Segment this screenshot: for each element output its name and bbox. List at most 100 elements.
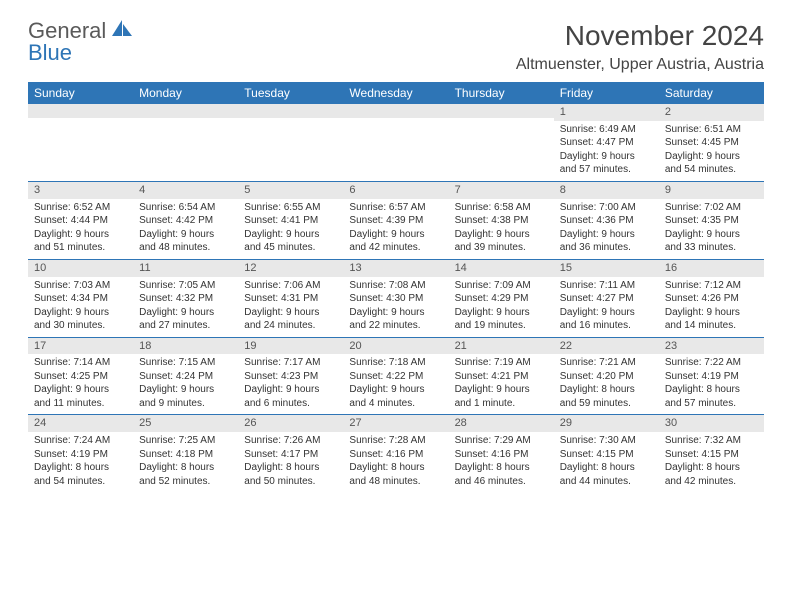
day-info-line: Sunrise: 7:17 AM: [244, 356, 337, 370]
day-number: 22: [554, 338, 659, 355]
day-number: 5: [238, 182, 343, 199]
day-info-line: Daylight: 9 hours: [349, 228, 442, 242]
day-info-line: Sunset: 4:41 PM: [244, 214, 337, 228]
day-info-line: Sunrise: 7:24 AM: [34, 434, 127, 448]
day-number: [449, 104, 554, 118]
day-number: [133, 104, 238, 118]
day-number: 21: [449, 338, 554, 355]
day-info-line: Daylight: 8 hours: [665, 461, 758, 475]
day-info-line: Sunrise: 7:14 AM: [34, 356, 127, 370]
day-info-line: Sunset: 4:16 PM: [349, 448, 442, 462]
day-number: 3: [28, 182, 133, 199]
day-info-line: Sunrise: 7:12 AM: [665, 279, 758, 293]
day-info-line: Daylight: 9 hours: [455, 306, 548, 320]
day-info-line: Sunrise: 7:22 AM: [665, 356, 758, 370]
day-info-line: and 52 minutes.: [139, 475, 232, 489]
day-info-line: Sunrise: 7:19 AM: [455, 356, 548, 370]
day-info-line: Sunrise: 7:11 AM: [560, 279, 653, 293]
logo-text: General Blue: [28, 20, 132, 64]
day-number: 13: [343, 260, 448, 277]
day-info-line: Daylight: 9 hours: [139, 228, 232, 242]
calendar-day-cell: 11Sunrise: 7:05 AMSunset: 4:32 PMDayligh…: [133, 259, 238, 337]
day-number: 18: [133, 338, 238, 355]
calendar-day-cell: 1Sunrise: 6:49 AMSunset: 4:47 PMDaylight…: [554, 104, 659, 181]
calendar-week-row: 3Sunrise: 6:52 AMSunset: 4:44 PMDaylight…: [28, 181, 764, 259]
day-info-line: Daylight: 9 hours: [665, 228, 758, 242]
day-number: 30: [659, 415, 764, 432]
day-info-line: and 22 minutes.: [349, 319, 442, 333]
day-info-line: Sunset: 4:24 PM: [139, 370, 232, 384]
day-number: 2: [659, 104, 764, 121]
calendar-day-cell: 22Sunrise: 7:21 AMSunset: 4:20 PMDayligh…: [554, 337, 659, 415]
calendar-day-cell: 20Sunrise: 7:18 AMSunset: 4:22 PMDayligh…: [343, 337, 448, 415]
day-info-line: Daylight: 8 hours: [560, 383, 653, 397]
day-info-line: Daylight: 9 hours: [349, 306, 442, 320]
day-number: [343, 104, 448, 118]
day-info-line: Sunrise: 6:55 AM: [244, 201, 337, 215]
day-info-line: Sunset: 4:32 PM: [139, 292, 232, 306]
weekday-header: Thursday: [449, 82, 554, 104]
day-info-line: Daylight: 8 hours: [34, 461, 127, 475]
logo-bottom: Blue: [28, 40, 72, 65]
day-number: 14: [449, 260, 554, 277]
day-info-line: Daylight: 9 hours: [349, 383, 442, 397]
calendar-day-cell: 4Sunrise: 6:54 AMSunset: 4:42 PMDaylight…: [133, 181, 238, 259]
day-number: [238, 104, 343, 118]
day-number: 25: [133, 415, 238, 432]
day-number: 19: [238, 338, 343, 355]
day-info-line: and 9 minutes.: [139, 397, 232, 411]
day-info-line: and 48 minutes.: [139, 241, 232, 255]
calendar-day-cell: 14Sunrise: 7:09 AMSunset: 4:29 PMDayligh…: [449, 259, 554, 337]
day-number: 11: [133, 260, 238, 277]
day-info-line: and 27 minutes.: [139, 319, 232, 333]
calendar-day-cell: 24 Sunrise: 7:24 AMSunset: 4:19 PMDayligh…: [28, 415, 133, 492]
day-info-line: Daylight: 9 hours: [560, 306, 653, 320]
calendar-day-cell: 19Sunrise: 7:17 AMSunset: 4:23 PMDayligh…: [238, 337, 343, 415]
sail-icon: [112, 20, 132, 42]
title-block: November 2024 Altmuenster, Upper Austria…: [516, 20, 764, 74]
day-info-line: Sunrise: 7:06 AM: [244, 279, 337, 293]
day-info-line: Sunrise: 6:49 AM: [560, 123, 653, 137]
day-info-line: Sunset: 4:35 PM: [665, 214, 758, 228]
day-info-line: Sunset: 4:44 PM: [34, 214, 127, 228]
logo: General Blue: [28, 20, 132, 64]
day-info-line: Sunset: 4:19 PM: [34, 448, 127, 462]
calendar-day-cell: [343, 104, 448, 181]
page-title: November 2024: [516, 20, 764, 52]
day-info-line: Sunset: 4:47 PM: [560, 136, 653, 150]
day-info-line: and 33 minutes.: [665, 241, 758, 255]
day-info-line: Daylight: 9 hours: [455, 383, 548, 397]
calendar-day-cell: 28Sunrise: 7:29 AMSunset: 4:16 PMDayligh…: [449, 415, 554, 492]
day-info-line: Sunset: 4:39 PM: [349, 214, 442, 228]
day-info-line: Daylight: 9 hours: [244, 383, 337, 397]
calendar-day-cell: 8Sunrise: 7:00 AMSunset: 4:36 PMDaylight…: [554, 181, 659, 259]
day-info-line: Sunset: 4:26 PM: [665, 292, 758, 306]
day-info-line: Sunrise: 6:57 AM: [349, 201, 442, 215]
day-info-line: Sunset: 4:22 PM: [349, 370, 442, 384]
day-number: 26: [238, 415, 343, 432]
calendar-week-row: 1Sunrise: 6:49 AMSunset: 4:47 PMDaylight…: [28, 104, 764, 181]
weekday-header: Wednesday: [343, 82, 448, 104]
day-info-line: Sunset: 4:27 PM: [560, 292, 653, 306]
day-info-line: Daylight: 9 hours: [244, 306, 337, 320]
day-info-line: Sunrise: 7:28 AM: [349, 434, 442, 448]
day-number: 24: [28, 415, 133, 432]
calendar-day-cell: 5Sunrise: 6:55 AMSunset: 4:41 PMDaylight…: [238, 181, 343, 259]
day-info-line: and 57 minutes.: [560, 163, 653, 177]
calendar-day-cell: 2Sunrise: 6:51 AMSunset: 4:45 PMDaylight…: [659, 104, 764, 181]
day-info-line: Daylight: 9 hours: [34, 383, 127, 397]
day-info-line: Sunset: 4:31 PM: [244, 292, 337, 306]
day-info-line: and 59 minutes.: [560, 397, 653, 411]
day-info-line: and 11 minutes.: [34, 397, 127, 411]
day-info-line: Sunset: 4:23 PM: [244, 370, 337, 384]
day-number: [28, 104, 133, 118]
calendar-day-cell: 6Sunrise: 6:57 AMSunset: 4:39 PMDaylight…: [343, 181, 448, 259]
day-info-line: Sunrise: 7:00 AM: [560, 201, 653, 215]
day-info-line: Daylight: 9 hours: [665, 150, 758, 164]
calendar-day-cell: [449, 104, 554, 181]
day-info-line: Daylight: 9 hours: [665, 306, 758, 320]
day-info-line: Sunrise: 6:54 AM: [139, 201, 232, 215]
calendar-day-cell: 15Sunrise: 7:11 AMSunset: 4:27 PMDayligh…: [554, 259, 659, 337]
day-info-line: and 42 minutes.: [665, 475, 758, 489]
day-number: 29: [554, 415, 659, 432]
